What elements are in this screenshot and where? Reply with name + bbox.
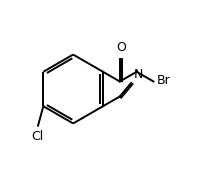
Text: O: O [116,41,126,54]
Text: Cl: Cl [31,130,43,143]
Text: N: N [133,68,143,81]
Text: Br: Br [157,74,170,87]
